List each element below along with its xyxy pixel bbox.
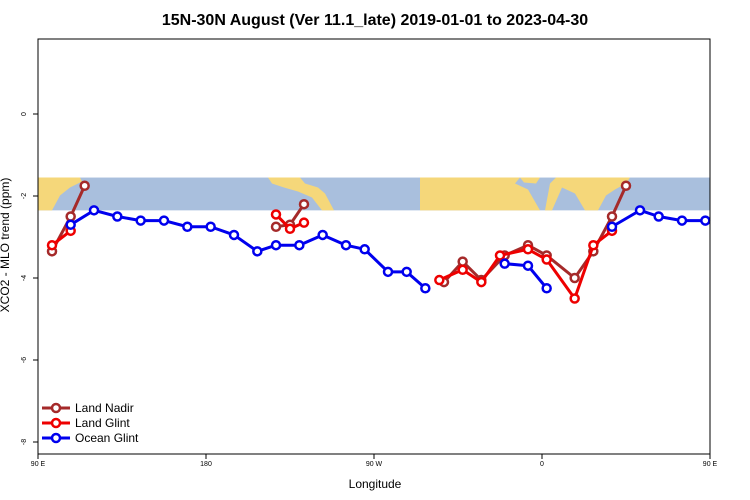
data-point [46,239,58,251]
data-point [620,180,632,191]
data-point [65,219,76,230]
data-point [653,211,664,222]
legend-item: Land Glint [42,416,130,430]
data-point [298,198,310,210]
data-point [79,180,90,191]
data-point [569,293,580,304]
series-line [69,208,427,290]
series-layer [46,180,711,304]
data-point [457,256,468,267]
data-point [294,239,305,251]
data-point [457,264,468,276]
data-point [401,266,412,278]
series-line [442,185,628,284]
data-point [499,258,510,269]
legend-swatch-marker [50,432,62,444]
legend-item: Land Nadir [42,401,134,415]
data-point [476,276,487,288]
data-point [522,244,534,255]
data-point [676,215,688,226]
x-tick-label: 0 [540,461,544,468]
data-point [252,246,263,257]
land-shape [268,177,334,211]
x-tick-label: 180 [200,461,212,468]
legend-item: Ocean Glint [42,431,139,445]
legend-label: Land Glint [75,416,130,430]
y-tick-label: 0 [21,112,28,116]
y-tick-label: -4 [21,275,28,281]
data-point [158,215,170,226]
legend-label: Ocean Glint [75,431,139,445]
data-point [135,215,146,226]
legend-label: Land Nadir [75,401,134,415]
data-point [522,260,534,271]
data-point [340,239,352,251]
x-tick-label: 90 E [31,461,46,468]
chart-title: 15N-30N August (Ver 11.1_late) 2019-01-0… [162,12,588,29]
data-point [270,239,282,251]
world-map-band [38,177,710,211]
data-point [434,274,445,286]
data-point [382,266,394,278]
data-point [112,211,123,222]
data-point [634,205,646,216]
data-point [88,205,100,216]
y-tick-label: -6 [21,357,28,363]
data-point [541,254,552,265]
data-point [606,211,618,222]
data-point [359,244,370,255]
data-point [606,221,618,232]
data-point [298,217,310,228]
y-tick-label: -8 [21,439,28,445]
land-shape [420,177,540,211]
y-tick-label: -2 [21,193,28,199]
y-axis-label: XCO2 - MLO trend (ppm) [0,178,12,313]
series-land-glint [46,209,618,304]
data-point [700,215,711,226]
data-point [270,209,282,220]
x-axis-ticks: 90 E 180 90 W 0 90 E [31,454,718,468]
y-axis-ticks: 0 -2 -4 -6 -8 [21,112,38,445]
data-point [65,211,76,222]
plot-frame [37,38,711,455]
land-shape [38,177,82,211]
x-axis-label: Longitude [349,477,402,491]
data-point [270,221,282,232]
data-point [494,250,506,261]
x-tick-label: 90 E [703,461,718,468]
series-ocean-glint [65,205,711,294]
data-point [205,221,216,232]
data-point [541,283,552,294]
data-point [569,272,580,284]
legend-swatch-marker [50,402,62,414]
data-point [284,223,296,235]
data-point [228,229,240,241]
data-point [317,229,328,241]
land-shape [520,177,540,184]
legend-swatch-marker [50,417,62,429]
data-point [420,283,431,294]
data-point [182,221,193,232]
x-tick-label: 90 W [366,461,383,468]
land-shape [545,177,630,211]
data-point [588,239,599,251]
